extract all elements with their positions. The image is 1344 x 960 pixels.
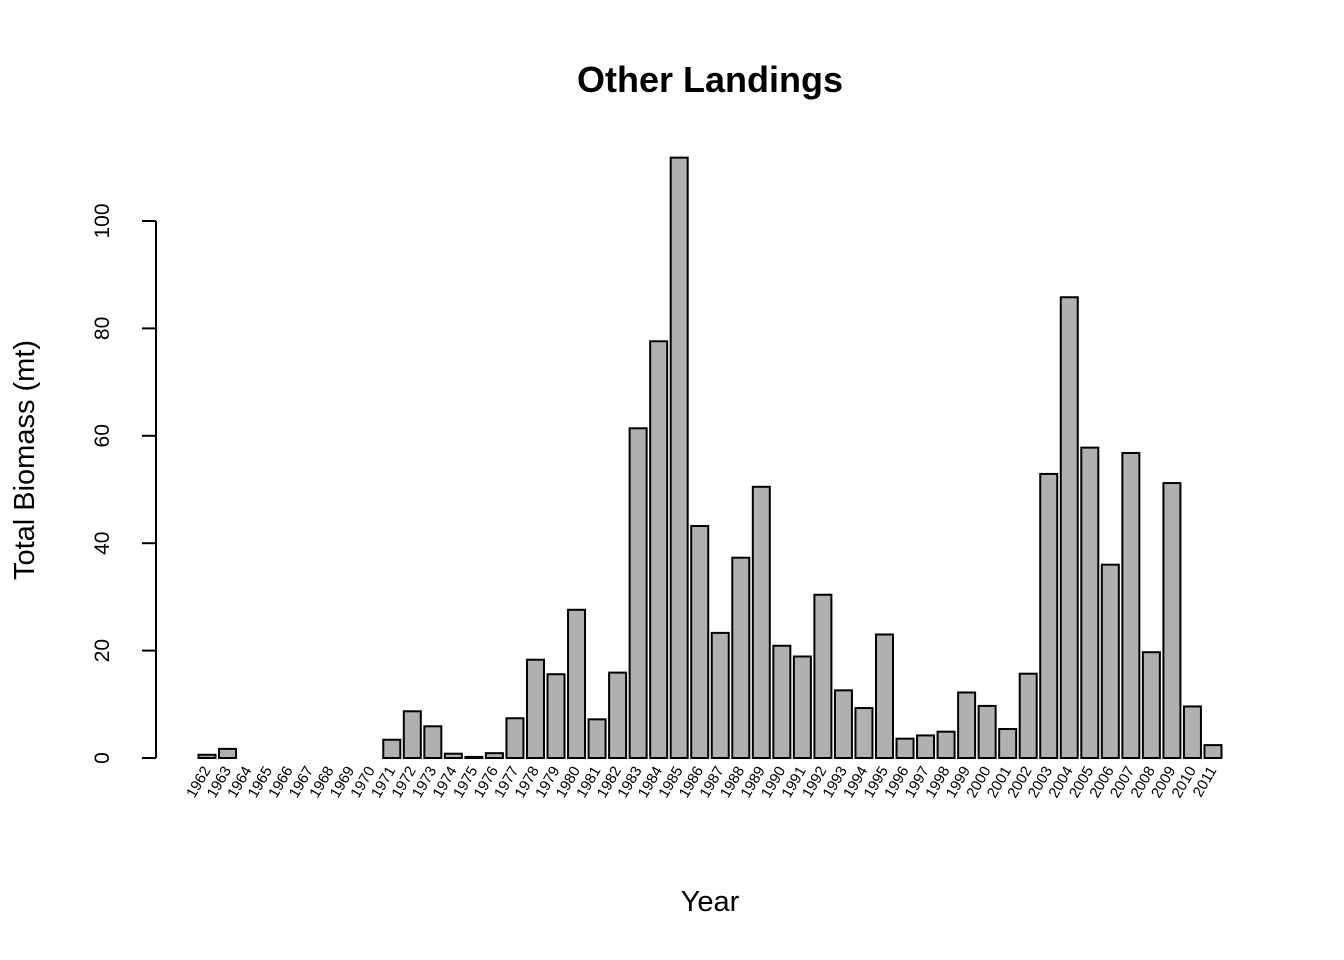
bar-2003 (1039, 472, 1059, 759)
bar-1981 (587, 718, 607, 759)
bar-1978 (525, 658, 545, 759)
y-axis: 0 20 40 60 80 100 (91, 203, 157, 764)
bar-2007 (1121, 451, 1141, 759)
bar-2000 (977, 704, 997, 760)
bar-1999 (957, 691, 977, 760)
bar-2008 (1141, 651, 1161, 759)
bar-1992 (813, 593, 833, 760)
bar-1993 (833, 689, 853, 760)
bar-1995 (874, 633, 894, 759)
bar-2009 (1162, 482, 1182, 759)
y-tick-label: 40 (91, 532, 114, 555)
bar-1980 (567, 608, 587, 760)
chart-title: Other Landings (577, 59, 843, 100)
y-axis-label: Total Biomass (mt) (9, 340, 41, 580)
bar-2006 (1100, 563, 1120, 759)
bar-1976 (484, 752, 504, 759)
bar-2010 (1182, 705, 1202, 759)
bar-1977 (505, 717, 525, 760)
bar-2005 (1080, 446, 1100, 759)
bar-1974 (443, 752, 463, 759)
bar-1972 (402, 710, 422, 760)
bar-2004 (1059, 296, 1079, 759)
bar-2001 (998, 728, 1018, 760)
bar-1984 (649, 340, 669, 759)
bar-1986 (690, 525, 710, 759)
bar-1975 (464, 755, 484, 760)
bar-1994 (854, 707, 874, 760)
bar-1998 (936, 730, 956, 760)
y-tick-label: 20 (91, 639, 114, 662)
y-tick-label: 80 (91, 317, 114, 340)
bar-1990 (772, 644, 792, 760)
x-tick-labels: 1962196319641965196619671968196919701971… (183, 764, 1220, 801)
y-tick-label: 100 (91, 203, 114, 238)
bar-1996 (895, 737, 915, 760)
bar-2002 (1018, 672, 1038, 759)
bar-1983 (628, 427, 648, 759)
bar-1973 (423, 725, 443, 760)
bar-1982 (608, 671, 628, 760)
bar-1989 (751, 485, 771, 759)
bar-1997 (916, 734, 936, 759)
bar-1991 (792, 655, 812, 760)
bars (197, 156, 1223, 760)
bar-1979 (546, 673, 566, 760)
bar-1988 (731, 556, 751, 759)
y-tick-label: 60 (91, 424, 114, 447)
y-tick-label: 0 (91, 752, 114, 764)
bar-2011 (1203, 744, 1223, 759)
bar-1987 (710, 631, 730, 760)
bar-1985 (669, 156, 689, 760)
bar-1963 (218, 747, 238, 759)
bar-1971 (382, 738, 402, 760)
bar-1962 (197, 753, 217, 760)
x-axis-label: Year (681, 886, 740, 918)
